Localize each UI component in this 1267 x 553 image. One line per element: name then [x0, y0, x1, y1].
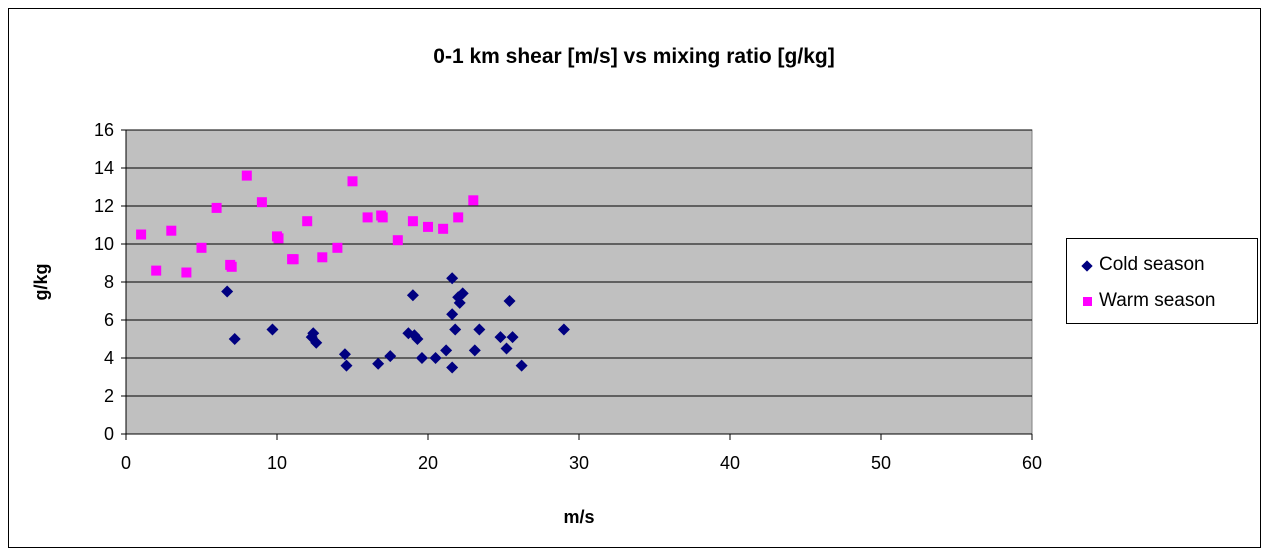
y-tick-label: 10 — [94, 234, 114, 254]
gridlines — [126, 129, 1032, 397]
data-point-cold-season — [446, 308, 459, 321]
data-point-warm-season — [392, 235, 403, 246]
y-tick-label: 4 — [104, 348, 114, 368]
data-point-cold-season — [372, 357, 385, 370]
data-point-cold-season — [307, 327, 320, 340]
data-points — [136, 170, 570, 374]
data-point-warm-season — [423, 221, 433, 232]
data-point-warm-season — [196, 242, 207, 253]
data-point-cold-season — [557, 323, 570, 336]
data-point-warm-season — [211, 202, 222, 213]
data-point-cold-season — [446, 361, 459, 374]
data-point-cold-season — [228, 333, 241, 345]
y-tick-label: 2 — [104, 386, 114, 406]
data-point-warm-season — [273, 233, 284, 244]
y-tick-label: 16 — [94, 120, 114, 140]
y-axis-label: g/kg — [31, 263, 51, 300]
data-point-cold-season — [506, 331, 519, 344]
x-tick-label: 40 — [720, 453, 740, 473]
data-point-warm-season — [453, 212, 464, 223]
data-point-cold-season — [503, 295, 516, 307]
data-point-cold-season — [411, 333, 424, 345]
data-point-warm-season — [407, 216, 418, 227]
x-tick-label: 30 — [569, 453, 589, 473]
data-point-cold-season — [310, 336, 323, 349]
data-point-warm-season — [438, 223, 449, 234]
data-point-cold-season — [449, 323, 462, 336]
data-point-cold-season — [456, 287, 469, 300]
data-point-warm-season — [241, 170, 252, 181]
x-axis-ticks: 0 10 20 30 40 50 60 — [121, 434, 1042, 473]
data-point-warm-season — [317, 252, 328, 263]
data-point-warm-season — [166, 225, 177, 236]
legend-item-cold-season: Cold season — [1081, 253, 1205, 277]
y-tick-label: 6 — [104, 310, 114, 330]
y-tick-label: 0 — [104, 424, 114, 444]
data-point-cold-season — [446, 272, 459, 285]
data-point-warm-season — [302, 216, 313, 227]
data-point-warm-season — [288, 254, 299, 265]
legend-label-warm-season: Warm season — [1099, 290, 1216, 311]
data-point-cold-season — [515, 359, 528, 372]
data-point-warm-season — [332, 242, 343, 253]
data-point-warm-season — [256, 197, 267, 208]
x-tick-label: 10 — [267, 453, 287, 473]
y-tick-label: 12 — [94, 196, 114, 216]
data-point-warm-season — [226, 261, 237, 272]
data-point-cold-season — [340, 359, 353, 372]
diamond-marker-icon — [1081, 254, 1093, 276]
data-point-warm-season — [377, 212, 388, 223]
data-point-cold-season — [468, 344, 481, 357]
legend: Cold season Warm season — [1066, 238, 1258, 324]
square-marker-icon — [1081, 290, 1093, 312]
x-axis-label: m/s — [563, 507, 594, 527]
data-point-cold-season — [453, 296, 466, 309]
data-point-cold-season — [494, 331, 507, 344]
data-point-cold-season — [384, 350, 397, 363]
data-point-warm-season — [362, 212, 373, 223]
x-tick-label: 60 — [1022, 453, 1042, 473]
data-point-warm-season — [468, 195, 479, 206]
y-tick-label: 14 — [94, 158, 114, 178]
data-point-cold-season — [429, 352, 442, 364]
legend-item-warm-season: Warm season — [1081, 289, 1216, 313]
data-point-warm-season — [181, 267, 192, 278]
data-point-warm-season — [136, 229, 147, 240]
data-point-cold-season — [500, 342, 513, 355]
x-tick-label: 50 — [871, 453, 891, 473]
data-point-cold-season — [415, 352, 428, 364]
data-point-warm-season — [151, 265, 162, 276]
chart-title: 0-1 km shear [m/s] vs mixing ratio [g/kg… — [433, 45, 834, 68]
x-tick-label: 0 — [121, 453, 131, 473]
legend-label-cold-season: Cold season — [1099, 254, 1205, 275]
data-point-cold-season — [221, 285, 234, 298]
y-axis-ticks: 0 2 4 6 8 10 12 14 16 — [94, 120, 126, 444]
data-point-cold-season — [406, 289, 419, 302]
data-point-cold-season — [266, 323, 279, 336]
data-point-warm-season — [347, 176, 358, 187]
data-point-cold-season — [473, 323, 486, 336]
x-tick-label: 20 — [418, 453, 438, 473]
data-point-cold-season — [440, 344, 453, 357]
data-point-cold-season — [338, 348, 351, 361]
y-tick-label: 8 — [104, 272, 114, 292]
